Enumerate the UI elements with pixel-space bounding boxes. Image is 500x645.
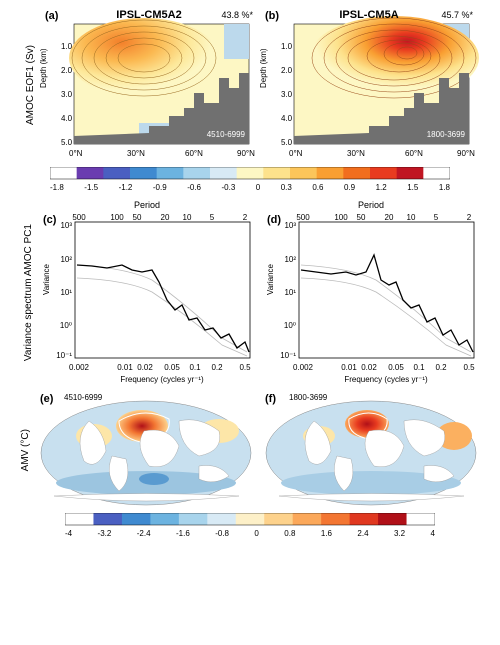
svg-text:0.01: 0.01 [117, 363, 133, 372]
svg-text:50: 50 [133, 213, 142, 222]
panel-b-label: (b) [265, 10, 279, 22]
svg-text:Frequency (cycles yr⁻¹): Frequency (cycles yr⁻¹) [344, 375, 428, 384]
panel-e-label: (e) [40, 393, 53, 405]
svg-text:Frequency (cycles yr⁻¹): Frequency (cycles yr⁻¹) [120, 375, 204, 384]
panel-c-label: (c) [43, 214, 56, 226]
svg-text:3.0: 3.0 [281, 90, 293, 99]
ylabel-variance-spectrum: Variance spectrum AMOC PC1 [23, 224, 34, 361]
svg-text:0.2: 0.2 [435, 363, 447, 372]
svg-text:0°N: 0°N [69, 149, 83, 158]
svg-text:10²: 10² [284, 255, 296, 264]
svg-text:5.0: 5.0 [61, 138, 73, 147]
panel-d-label: (d) [267, 214, 281, 226]
svg-text:4.0: 4.0 [61, 114, 73, 123]
svg-text:5: 5 [210, 213, 215, 222]
panel-d: Period 500 100 50 20 10 5 2 10⁻¹ 10⁰ 10¹ 10² 10³… [261, 200, 481, 385]
panel-f-label: (f) [265, 393, 276, 405]
svg-text:90°N: 90°N [237, 149, 255, 158]
svg-text:0.5: 0.5 [463, 363, 475, 372]
svg-text:0.2: 0.2 [211, 363, 223, 372]
svg-text:Depth (km): Depth (km) [39, 48, 48, 88]
svg-text:Variance: Variance [42, 263, 51, 295]
svg-text:30°N: 30°N [347, 149, 365, 158]
svg-text:20: 20 [385, 213, 394, 222]
svg-text:90°N: 90°N [457, 149, 475, 158]
svg-text:Variance: Variance [266, 263, 275, 295]
panel-c: Period 500 100 50 20 10 5 2 10⁻¹ 10⁰ 10¹ 10² 10³… [37, 200, 257, 385]
period-label-d: Period [261, 200, 481, 210]
svg-text:0.01: 0.01 [341, 363, 357, 372]
panel-a-caption: 4510-6999 [207, 130, 245, 139]
panel-b: (b) IPSL-CM5A 45.7 %* [259, 8, 479, 163]
svg-text:0.1: 0.1 [413, 363, 425, 372]
svg-text:0.5: 0.5 [239, 363, 251, 372]
panel-e-caption: 4510-6999 [64, 393, 102, 402]
svg-text:10⁰: 10⁰ [60, 321, 72, 330]
svg-text:2.0: 2.0 [61, 66, 73, 75]
svg-text:10: 10 [183, 213, 192, 222]
panel-b-pct: 45.7 %* [441, 10, 473, 20]
amv-map-f [259, 391, 484, 509]
svg-text:10¹: 10¹ [284, 288, 296, 297]
svg-text:0.02: 0.02 [137, 363, 153, 372]
svg-text:10¹: 10¹ [60, 288, 72, 297]
svg-text:100: 100 [110, 213, 124, 222]
panel-f-caption: 1800-3699 [289, 393, 327, 402]
svg-text:10³: 10³ [284, 221, 296, 230]
svg-text:1.0: 1.0 [61, 42, 73, 51]
svg-text:0.1: 0.1 [189, 363, 201, 372]
svg-text:2.0: 2.0 [281, 66, 293, 75]
svg-text:50: 50 [357, 213, 366, 222]
col-title-right: IPSL-CM5A [339, 9, 398, 21]
svg-text:10³: 10³ [60, 221, 72, 230]
svg-text:0.002: 0.002 [293, 363, 314, 372]
svg-text:0.02: 0.02 [361, 363, 377, 372]
svg-text:10: 10 [407, 213, 416, 222]
svg-text:0.05: 0.05 [388, 363, 404, 372]
svg-text:1.0: 1.0 [281, 42, 293, 51]
svg-text:0.05: 0.05 [164, 363, 180, 372]
panel-b-caption: 1800-3699 [427, 130, 465, 139]
svg-text:5: 5 [434, 213, 439, 222]
colorbar-amv: -4-3.2-2.4-1.6-0.800.81.62.43.24 [8, 513, 492, 538]
col-title-left: IPSL-CM5A2 [116, 9, 181, 21]
panel-f: (f) 1800-3699 [259, 391, 484, 509]
amv-map-e [34, 391, 259, 509]
svg-text:10⁻¹: 10⁻¹ [56, 351, 72, 360]
svg-text:4.0: 4.0 [281, 114, 293, 123]
svg-text:2: 2 [467, 213, 472, 222]
colorbar-eof: -1.8-1.5-1.2-0.9-0.6-0.300.30.60.91.21.5… [8, 167, 492, 192]
eof-plot-b: Depth (km) 1.0 2.0 3.0 4.0 5.0 0°N 30°N 60°… [259, 8, 479, 163]
svg-text:0.002: 0.002 [69, 363, 90, 372]
ylabel-amoc-eof1: AMOC EOF1 (Sv) [25, 45, 36, 125]
svg-text:Depth (km): Depth (km) [259, 48, 268, 88]
svg-text:60°N: 60°N [185, 149, 203, 158]
svg-text:10²: 10² [60, 255, 72, 264]
svg-text:500: 500 [72, 213, 86, 222]
svg-text:5.0: 5.0 [281, 138, 293, 147]
svg-text:2: 2 [243, 213, 248, 222]
svg-text:30°N: 30°N [127, 149, 145, 158]
svg-text:20: 20 [161, 213, 170, 222]
spectrum-plot-c: 500 100 50 20 10 5 2 10⁻¹ 10⁰ 10¹ 10² 10³ Varian… [37, 210, 257, 385]
panel-a-label: (a) [45, 10, 58, 22]
panel-e: (e) 4510-6999 [34, 391, 259, 509]
svg-text:0°N: 0°N [289, 149, 303, 158]
spectrum-plot-d: 500 100 50 20 10 5 2 10⁻¹ 10⁰ 10¹ 10² 10³ Varian… [261, 210, 481, 385]
svg-text:10⁻¹: 10⁻¹ [280, 351, 296, 360]
svg-text:500: 500 [296, 213, 310, 222]
period-label-c: Period [37, 200, 257, 210]
svg-text:60°N: 60°N [405, 149, 423, 158]
svg-text:3.0: 3.0 [61, 90, 73, 99]
panel-a: (a) IPSL-CM5A2 43.8 %* [39, 8, 259, 163]
panel-a-pct: 43.8 %* [221, 10, 253, 20]
ylabel-amv: AMV (°C) [20, 429, 31, 471]
svg-text:100: 100 [334, 213, 348, 222]
svg-text:10⁰: 10⁰ [284, 321, 296, 330]
eof-plot-a: Depth (km) 1.0 2.0 3.0 4.0 5.0 0°N 30°N 60°… [39, 8, 259, 163]
